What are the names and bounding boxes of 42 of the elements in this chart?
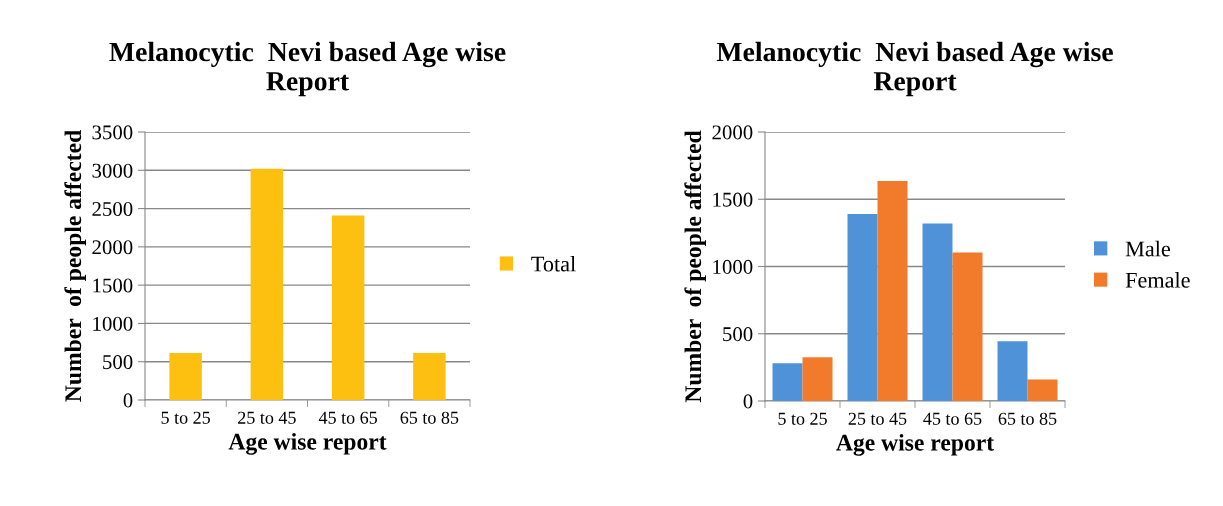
x-axis-title: Age wise report — [836, 434, 995, 456]
chart-title: Melanocytic Nevi based Age wise Report — [716, 41, 1113, 97]
x-tick-label: 65 to 85 — [998, 412, 1057, 425]
y-tick-label: 0 — [743, 394, 753, 409]
legend-label: Female — [1125, 272, 1190, 288]
y-tick-label: 2000 — [92, 240, 133, 255]
bar — [877, 181, 908, 401]
y-tick-label: 1000 — [93, 316, 133, 331]
x-tick-label: 5 to 25 — [778, 412, 827, 425]
x-tick-label: 45 to 65 — [923, 412, 982, 425]
y-tick-label: 1500 — [93, 278, 133, 293]
y-tick-label: 0 — [123, 393, 133, 408]
y-tick-label: 3000 — [92, 163, 133, 178]
chart-title: Melanocytic Nevi based Age wise Report — [109, 41, 506, 97]
y-axis-title: Number of people affected — [64, 130, 86, 402]
x-axis-title: Age wise report — [228, 433, 387, 455]
x-tick-label: 45 to 65 — [318, 411, 378, 424]
legend-label: Male — [1125, 240, 1170, 257]
bar — [847, 214, 878, 401]
y-tick-label: 500 — [103, 355, 133, 370]
x-tick-label: 5 to 25 — [161, 411, 210, 424]
y-tick-label: 2000 — [712, 125, 753, 140]
x-tick-label: 65 to 85 — [400, 411, 459, 424]
bar — [331, 215, 365, 400]
bar — [169, 352, 202, 400]
legend-label: Total — [531, 255, 576, 272]
bar — [250, 168, 284, 400]
x-tick-label: 25 to 45 — [848, 412, 907, 425]
y-tick-label: 1500 — [713, 192, 753, 207]
y-tick-label: 500 — [723, 327, 753, 342]
bar — [952, 252, 983, 401]
y-tick-label: 3500 — [92, 125, 133, 140]
bar — [802, 357, 833, 401]
bar — [1027, 379, 1058, 401]
bar — [772, 363, 803, 401]
y-tick-label: 2500 — [92, 201, 133, 216]
bar — [922, 223, 953, 401]
bar — [413, 352, 446, 400]
y-axis-title: Number of people affected — [684, 130, 706, 403]
bar — [997, 341, 1028, 401]
y-tick-label: 1000 — [713, 259, 753, 274]
x-tick-label: 25 to 45 — [238, 411, 296, 424]
